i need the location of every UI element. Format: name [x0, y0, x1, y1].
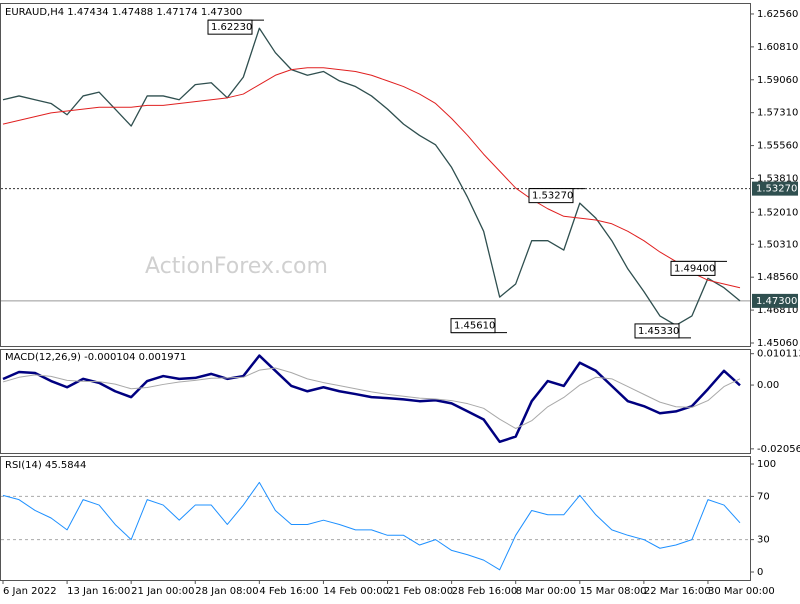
- series-line: [2, 27, 741, 326]
- y-tick-label: 1.59060: [757, 75, 798, 86]
- x-tick-label: 30 Mar 00:00: [708, 586, 775, 597]
- series-line: [2, 367, 741, 429]
- price-label: 1.47300: [756, 296, 797, 307]
- y-tick-label: 0.010113: [757, 349, 800, 360]
- annotation-label: 1.45610: [454, 321, 495, 332]
- y-tick-label: 1.57310: [757, 108, 798, 119]
- panel-border: [0, 3, 751, 347]
- y-tick-label: 100: [757, 459, 776, 470]
- price-label: 1.53270: [756, 184, 797, 195]
- annotation-box: [528, 188, 574, 204]
- price-label-box: [752, 181, 798, 196]
- x-tick-label: 28 Jan 08:00: [195, 586, 258, 597]
- x-tick-label: 4 Feb 16:00: [259, 586, 318, 597]
- chart-title: MACD(12,26,9) -0.000104 0.001971: [5, 352, 186, 363]
- chart-title: RSI(14) 45.5844: [5, 460, 86, 471]
- annotation-label: 1.45330: [638, 326, 679, 337]
- y-tick-label: -0.020561: [757, 444, 800, 455]
- y-tick-label: 1.62560: [757, 9, 798, 20]
- chart-title: EURAUD,H4 1.47434 1.47488 1.47174 1.4730…: [5, 7, 242, 18]
- annotation-box: [634, 323, 680, 339]
- annotation-box: [450, 318, 496, 334]
- series-line: [2, 67, 741, 289]
- y-tick-label: 70: [757, 491, 770, 502]
- series-line: [2, 481, 741, 571]
- y-tick-label: 0: [757, 567, 763, 578]
- x-tick-label: 14 Feb 00:00: [323, 586, 389, 597]
- panel-border: [0, 349, 751, 454]
- price-label-box: [752, 293, 798, 308]
- annotation-label: 1.49400: [674, 263, 715, 274]
- x-tick-label: 21 Jan 00:00: [131, 586, 194, 597]
- y-tick-label: 1.60810: [757, 42, 798, 53]
- y-tick-label: 30: [757, 535, 770, 546]
- y-tick-label: 1.53810: [757, 173, 798, 184]
- y-tick-label: 1.50310: [757, 239, 798, 250]
- y-tick-label: 1.55560: [757, 141, 798, 152]
- annotation-label: 1.53270: [532, 191, 573, 202]
- annotation-label: 1.62230: [211, 22, 252, 33]
- watermark: ActionForex.com: [145, 254, 328, 279]
- annotation-box: [670, 260, 716, 276]
- x-tick-label: 13 Jan 16:00: [67, 586, 130, 597]
- series-line: [2, 354, 741, 444]
- panel-border: [0, 456, 751, 581]
- y-tick-label: 1.48560: [757, 272, 798, 283]
- y-tick-label: 1.52010: [757, 207, 798, 218]
- x-tick-label: 15 Mar 08:00: [580, 586, 647, 597]
- x-tick-label: 8 Mar 00:00: [516, 586, 576, 597]
- y-tick-label: 1.45060: [757, 338, 798, 349]
- y-tick-label: 0.00: [757, 380, 779, 391]
- x-tick-label: 6 Jan 2022: [3, 586, 57, 597]
- x-tick-label: 28 Feb 16:00: [452, 586, 518, 597]
- annotation-box: [207, 19, 253, 35]
- y-tick-label: 1.46810: [757, 305, 798, 316]
- x-tick-label: 22 Mar 16:00: [644, 586, 711, 597]
- x-tick-label: 21 Feb 08:00: [388, 586, 454, 597]
